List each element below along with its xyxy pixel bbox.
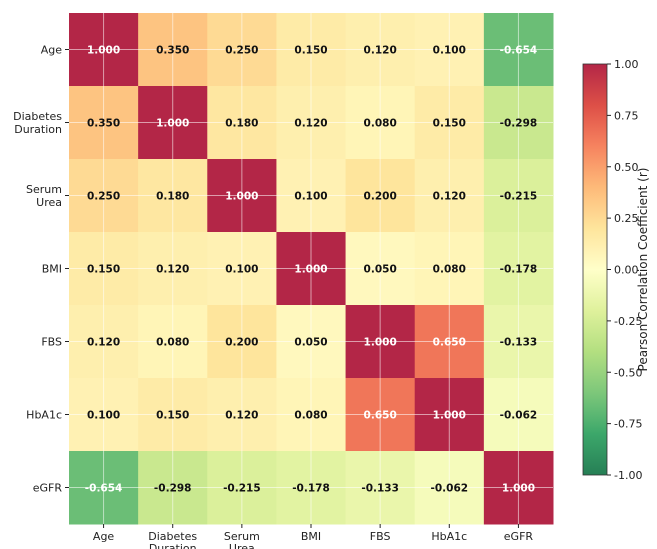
colorbar-tick-label: -0.75 bbox=[614, 418, 642, 431]
cell-value-label: 0.100 bbox=[433, 45, 466, 57]
x-tick-label: FBS bbox=[370, 530, 391, 543]
cell-value-label: -0.654 bbox=[500, 45, 538, 57]
cell-value-label: 0.200 bbox=[364, 191, 397, 203]
cell-value-label: -0.298 bbox=[500, 118, 538, 130]
cell-value-label: -0.133 bbox=[361, 483, 399, 495]
cell-value-label: 1.000 bbox=[433, 410, 466, 422]
cell-value-label: 0.200 bbox=[225, 337, 258, 349]
cell-value-label: 0.350 bbox=[156, 45, 189, 57]
cell-value-label: 0.080 bbox=[294, 410, 327, 422]
cell-value-label: 0.250 bbox=[225, 45, 258, 57]
cell-value-label: 0.120 bbox=[433, 191, 466, 203]
cell-value-label: 0.150 bbox=[87, 264, 120, 276]
y-axis-ticks: Age Diabetes Duration Serum Urea BMI FBS HbA1c e… bbox=[13, 44, 69, 495]
cell-value-label: 1.000 bbox=[225, 191, 258, 203]
colorbar-tick-label: 0.50 bbox=[614, 161, 639, 174]
cell-value-label: -0.654 bbox=[85, 483, 123, 495]
cell-value-label: -0.133 bbox=[500, 337, 538, 349]
colorbar-gradient bbox=[582, 63, 608, 476]
x-tick-label: Age bbox=[93, 530, 115, 543]
cell-value-label: -0.062 bbox=[430, 483, 468, 495]
colorbar-tick-label: 0.75 bbox=[614, 109, 639, 122]
cell-value-label: 0.050 bbox=[294, 337, 327, 349]
y-tick-label: Diabetes Duration bbox=[13, 110, 62, 136]
x-tick-label: eGFR bbox=[504, 530, 534, 543]
cell-value-label: 0.120 bbox=[225, 410, 258, 422]
cell-value-label: -0.178 bbox=[292, 483, 330, 495]
cell-value-label: 0.120 bbox=[87, 337, 120, 349]
cell-value-label: 0.100 bbox=[87, 410, 120, 422]
cell-value-label: 0.080 bbox=[364, 118, 397, 130]
cell-value-label: -0.062 bbox=[500, 410, 538, 422]
colorbar-tick-label: 1.00 bbox=[614, 58, 639, 71]
cell-value-label: 0.050 bbox=[364, 264, 397, 276]
x-tick-label: Serum Urea bbox=[224, 530, 260, 549]
cell-value-label: 1.000 bbox=[502, 483, 535, 495]
cell-value-label: 0.080 bbox=[156, 337, 189, 349]
cell-value-label: 0.150 bbox=[433, 118, 466, 130]
heatmap-cell-labels: 1.000 0.350 0.250 0.150 0.120 0.100 -0.654 0.35… bbox=[85, 45, 537, 495]
x-tick-label: HbA1c bbox=[431, 530, 467, 543]
cell-value-label: -0.215 bbox=[223, 483, 261, 495]
cell-value-label: 1.000 bbox=[87, 45, 120, 57]
x-axis-ticks: Age Diabetes Duration Serum Urea BMI FBS HbA1c e… bbox=[93, 524, 533, 549]
cell-value-label: 0.120 bbox=[156, 264, 189, 276]
y-tick-label: Serum Urea bbox=[26, 183, 62, 209]
cell-value-label: -0.178 bbox=[500, 264, 538, 276]
y-tick-label: FBS bbox=[41, 336, 62, 349]
y-tick-label: HbA1c bbox=[26, 409, 62, 422]
cell-value-label: 0.100 bbox=[225, 264, 258, 276]
colorbar-tick-label: 0.25 bbox=[614, 212, 639, 225]
heatmap-gridlines bbox=[69, 13, 553, 524]
colorbar-label: Pearson Correlation Coefficient (r) bbox=[636, 168, 650, 372]
y-tick-label: Age bbox=[41, 44, 63, 57]
cell-value-label: 0.350 bbox=[87, 118, 120, 130]
cell-value-label: 1.000 bbox=[364, 337, 397, 349]
cell-value-label: 0.650 bbox=[433, 337, 466, 349]
colorbar-tick-label: -0.50 bbox=[614, 366, 642, 379]
cell-value-label: 0.080 bbox=[433, 264, 466, 276]
cell-value-label: 1.000 bbox=[156, 118, 189, 130]
cell-value-label: 0.180 bbox=[225, 118, 258, 130]
colorbar-tick-label: -1.00 bbox=[614, 469, 642, 482]
x-tick-label: Diabetes Duration bbox=[148, 530, 197, 549]
cell-value-label: 0.100 bbox=[294, 191, 327, 203]
cell-value-label: 0.120 bbox=[294, 118, 327, 130]
cell-value-label: 1.000 bbox=[294, 264, 327, 276]
y-tick-label: eGFR bbox=[33, 482, 63, 495]
cell-value-label: -0.215 bbox=[500, 191, 538, 203]
cell-value-label: 0.180 bbox=[156, 191, 189, 203]
colorbar: 1.00 0.75 0.50 0.25 0.00 -0.25 -0.50 -0.75 -1.00… bbox=[582, 58, 650, 482]
cell-value-label: 0.250 bbox=[87, 191, 120, 203]
cell-value-label: -0.298 bbox=[154, 483, 192, 495]
cell-value-label: 0.650 bbox=[364, 410, 397, 422]
cell-value-label: 0.120 bbox=[364, 45, 397, 57]
colorbar-tick-label: 0.00 bbox=[614, 264, 639, 277]
colorbar-tick-label: -0.25 bbox=[614, 315, 642, 328]
cell-value-label: 0.150 bbox=[156, 410, 189, 422]
cell-value-label: 0.150 bbox=[294, 45, 327, 57]
y-tick-label: BMI bbox=[42, 263, 62, 276]
colorbar-ticks: 1.00 0.75 0.50 0.25 0.00 -0.25 -0.50 -0.75 -1.00 bbox=[607, 58, 642, 482]
x-tick-label: BMI bbox=[301, 530, 321, 543]
